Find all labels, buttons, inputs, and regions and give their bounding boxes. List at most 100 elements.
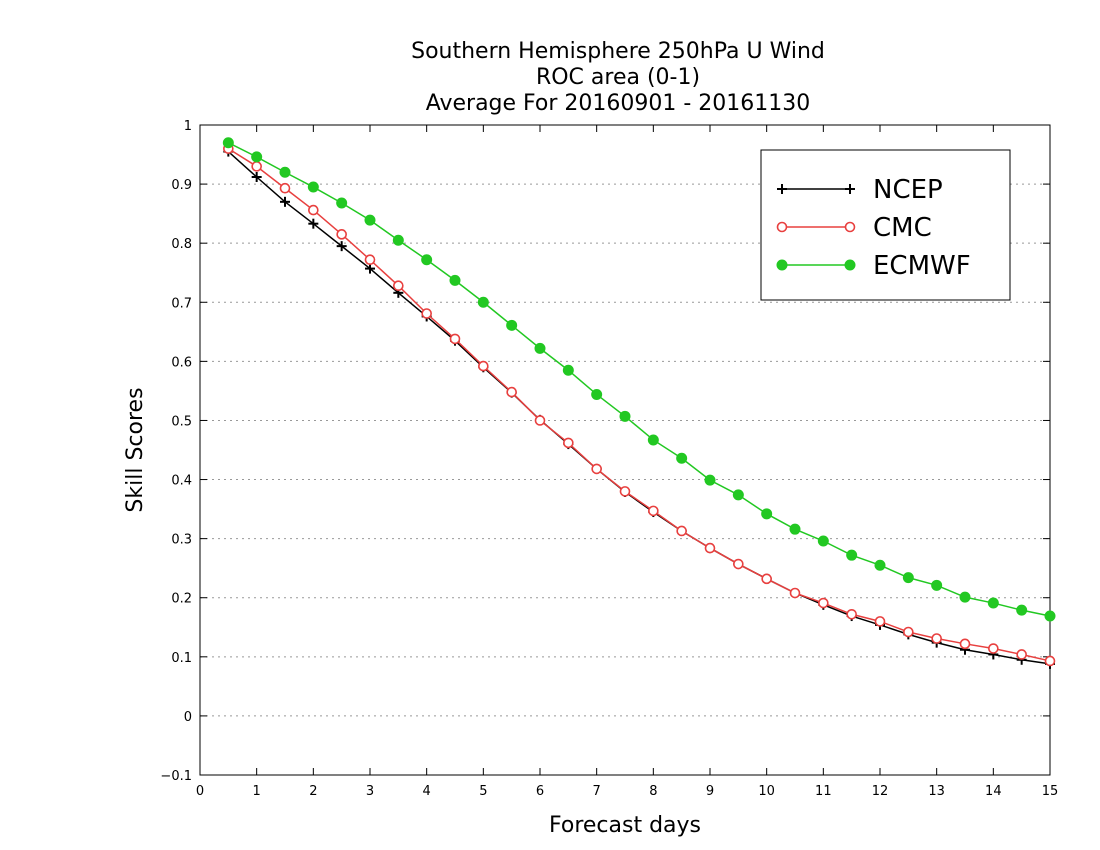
x-axis-label: Forecast days [549,813,701,838]
data-point-cmc-23 [874,616,886,627]
data-point-ncep-2 [280,196,290,207]
data-point-cmc-29 [1044,655,1056,667]
data-point-ecmwf-24 [902,572,914,584]
data-point-cmc-20 [789,587,801,599]
data-point-cmc-12 [563,437,574,449]
x-tick-label-10: 10 [758,784,775,799]
data-point-ecmwf-26 [959,591,971,603]
data-point-ecmwf-0 [222,137,234,149]
series-cmc [223,143,1056,667]
data-point-ncep-1 [251,172,262,182]
data-point-cmc-14 [619,486,631,497]
x-tick-label-15: 15 [1042,784,1059,799]
data-point-cmc-9 [478,360,489,372]
x-tick-label-1: 1 [253,784,261,799]
x-tick-label-9: 9 [706,784,714,799]
y-tick-label-6: 0.5 [171,414,192,429]
data-point-ncep-4 [336,241,347,252]
y-tick-label-2: 0.1 [171,651,192,666]
data-point-cmc-22 [846,608,857,620]
y-tick-label-11: 1 [184,119,192,134]
data-point-cmc-25 [931,633,942,644]
data-point-cmc-26 [959,638,971,650]
data-point-cmc-16 [676,525,687,537]
legend-box [760,149,1011,301]
legend-item-ecmwf: ECMWF [776,251,971,281]
chart-title-line-1: Southern Hemisphere 250hPa U Wind [411,39,825,64]
data-point-cmc-28 [1016,649,1027,660]
legend: NCEP CMC ECMWF [760,149,1011,301]
legend-marker-end [845,184,855,194]
data-point-cmc-13 [591,463,602,475]
legend-items: NCEP CMC ECMWF [776,175,971,281]
data-point-ecmwf-29 [1044,610,1056,622]
data-point-ecmwf-13 [591,388,603,400]
x-tick-label-6: 6 [536,784,544,799]
data-point-ecmwf-16 [676,452,688,464]
x-tick-label-11: 11 [815,784,832,799]
data-point-cmc-3 [308,204,319,216]
data-point-cmc-7 [421,308,432,319]
series-ecmwf [222,137,1056,622]
data-point-ecmwf-18 [732,489,744,501]
plot-frame [199,124,1051,776]
x-tick-label-12: 12 [872,784,889,799]
y-tick-label-3: 0.2 [171,592,192,607]
y-tick-label-9: 0.8 [171,237,192,252]
y-tick-label-10: 0.9 [171,178,192,193]
data-point-ecmwf-11 [534,342,546,354]
data-point-ecmwf-9 [477,296,489,308]
data-point-cmc-5 [364,254,376,266]
data-point-ecmwf-12 [562,364,574,376]
data-point-ecmwf-25 [931,579,943,591]
x-tick-label-3: 3 [366,784,374,799]
data-point-ecmwf-6 [392,234,404,246]
data-point-cmc-17 [704,542,716,554]
data-point-ecmwf-2 [279,166,291,178]
data-point-ecmwf-28 [1016,604,1028,616]
data-point-ecmwf-23 [874,559,886,571]
data-point-cmc-2 [279,182,291,194]
x-tick-label-8: 8 [649,784,657,799]
data-point-cmc-15 [648,505,659,517]
legend-marker-start [776,221,788,233]
data-point-ecmwf-14 [619,410,631,422]
data-point-ecmwf-17 [704,474,716,486]
data-point-ncep-5 [365,263,375,274]
data-point-ecmwf-3 [307,181,319,193]
legend-label-ecmwf: ECMWF [873,251,971,281]
y-tick-label-0: −0.1 [160,769,192,784]
data-point-cmc-24 [903,626,914,638]
chart-title-line-3: Average For 20160901 - 20161130 [426,91,811,116]
x-tick-label-14: 14 [985,784,1002,799]
legend-label-cmc: CMC [873,213,932,243]
x-tick-label-4: 4 [423,784,431,799]
y-tick-label-5: 0.4 [171,474,192,489]
data-point-ecmwf-20 [789,523,801,535]
legend-item-cmc: CMC [776,213,932,243]
data-point-cmc-4 [336,229,347,240]
legend-label-ncep: NCEP [873,175,943,205]
data-point-ecmwf-27 [987,597,999,609]
data-point-ecmwf-5 [364,214,376,226]
data-point-ecmwf-10 [506,319,518,331]
data-point-cmc-11 [534,415,546,426]
legend-marker-start [776,259,788,271]
legend-marker-start [777,184,787,194]
data-point-cmc-8 [449,333,461,345]
legend-marker-end [844,259,856,271]
x-tick-label-0: 0 [196,784,204,799]
x-tick-label-5: 5 [479,784,487,799]
series-layer [222,137,1056,669]
y-tick-label-7: 0.6 [171,355,192,370]
data-point-ecmwf-22 [846,549,858,561]
data-point-cmc-6 [393,280,404,292]
y-tick-label-4: 0.3 [171,533,192,548]
y-tick-label-1: 0 [184,710,192,725]
axis-ticks: 0 1 2 3 4 5 6 7 8 9 10 11 12 13 14 15−0.100.10.20.30.40… [160,119,1058,799]
legend-item-ncep: NCEP [777,175,943,205]
data-point-ecmwf-8 [449,274,461,286]
x-tick-label-13: 13 [928,784,945,799]
legend-marker-end [844,221,856,233]
